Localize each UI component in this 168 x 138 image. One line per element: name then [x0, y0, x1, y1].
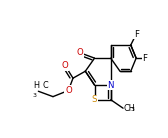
Text: O: O — [77, 48, 83, 57]
Text: 3: 3 — [131, 107, 135, 112]
Text: O: O — [62, 61, 69, 70]
Text: N: N — [108, 81, 114, 90]
Text: F: F — [134, 30, 139, 39]
Text: O: O — [65, 86, 72, 95]
Text: H: H — [33, 81, 39, 91]
Text: F: F — [142, 54, 147, 63]
Text: CH: CH — [124, 104, 136, 113]
Text: S: S — [92, 95, 97, 104]
Text: C: C — [42, 81, 48, 91]
Text: 3: 3 — [33, 93, 37, 98]
